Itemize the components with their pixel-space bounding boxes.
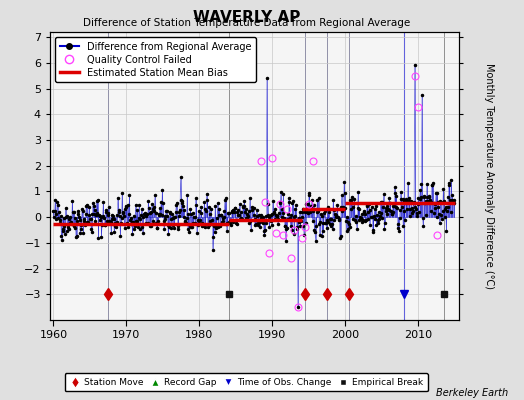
Legend: Station Move, Record Gap, Time of Obs. Change, Empirical Break: Station Move, Record Gap, Time of Obs. C… <box>64 374 428 392</box>
Text: WAVERLY AP: WAVERLY AP <box>193 10 300 25</box>
Text: Berkeley Earth: Berkeley Earth <box>436 388 508 398</box>
Y-axis label: Monthly Temperature Anomaly Difference (°C): Monthly Temperature Anomaly Difference (… <box>484 63 494 289</box>
Legend: Difference from Regional Average, Quality Control Failed, Estimated Station Mean: Difference from Regional Average, Qualit… <box>54 37 256 82</box>
Text: Difference of Station Temperature Data from Regional Average: Difference of Station Temperature Data f… <box>83 18 410 28</box>
